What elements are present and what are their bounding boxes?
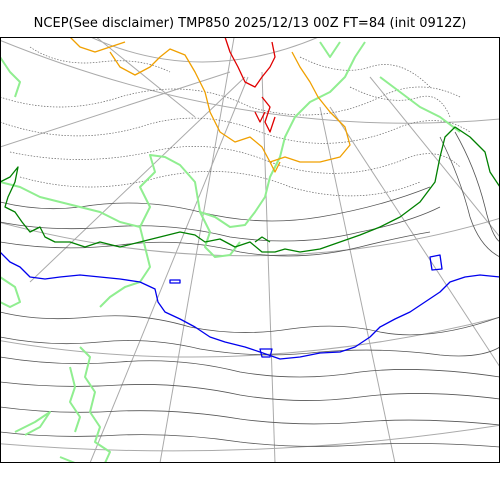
contour-lightgreen <box>69 366 81 433</box>
contour-lightgreen <box>0 41 366 228</box>
contour-lightgreen <box>0 56 21 98</box>
latitude-line <box>0 217 500 257</box>
temperature-map <box>0 37 500 463</box>
isotherm-dotted <box>0 86 461 116</box>
isotherm-dotted <box>299 56 431 88</box>
contour-blue <box>0 251 500 360</box>
contour-blue <box>169 279 181 284</box>
longitude-lines <box>0 37 500 463</box>
isotherm-dotted <box>0 117 471 144</box>
isotherm-solid <box>0 336 500 357</box>
latitude-line <box>89 37 320 63</box>
isotherm-solid <box>454 131 500 243</box>
longitude-line <box>261 71 276 463</box>
contour-orange <box>269 161 281 173</box>
contour-lightgreen <box>14 411 51 436</box>
longitude-line <box>95 37 196 118</box>
contour-orange <box>109 48 351 163</box>
lightgreen-contours <box>0 41 461 463</box>
latitude-lines <box>0 37 500 452</box>
contour-red <box>224 37 276 88</box>
isotherm-solid <box>0 356 500 378</box>
longitude-line <box>329 106 500 368</box>
isotherm-solid <box>0 311 500 336</box>
contour-lightgreen <box>379 76 461 133</box>
red-contours <box>224 37 276 133</box>
dotted-isotherms <box>0 46 471 197</box>
isotherm-solid <box>0 381 500 401</box>
contour-blue <box>259 348 273 358</box>
isotherm-dotted <box>9 146 461 174</box>
blue-contours <box>0 251 500 360</box>
isotherm-solid <box>0 206 441 242</box>
isotherm-dotted <box>19 171 421 197</box>
contour-lightgreen <box>0 276 21 308</box>
latitude-line <box>0 316 500 358</box>
isotherm-solid <box>0 231 431 257</box>
map-border <box>0 37 500 463</box>
longitude-line <box>319 106 396 463</box>
contour-green <box>0 126 500 253</box>
contour-green <box>254 236 271 243</box>
longitude-line <box>29 76 246 283</box>
longitude-line <box>369 76 500 238</box>
contour-red <box>254 111 266 123</box>
contour-lightgreen <box>319 41 341 58</box>
contour-lightgreen <box>79 346 111 463</box>
latitude-line <box>0 424 500 452</box>
contour-lightgreen <box>99 226 151 308</box>
longitude-line <box>89 76 249 463</box>
isotherm-solid <box>0 431 500 448</box>
isotherm-solid <box>0 406 500 426</box>
longitude-line <box>159 37 235 463</box>
orange-contours <box>69 37 351 173</box>
map-title: NCEP(See disclaimer) TMP850 2025/12/13 0… <box>33 16 467 31</box>
latitude-line <box>0 39 500 124</box>
longitude-line <box>0 71 231 148</box>
green-contours <box>0 126 500 253</box>
contour-orange <box>69 37 126 53</box>
contour-lightgreen <box>199 211 241 258</box>
isotherm-dotted <box>349 86 451 118</box>
solid-isotherms <box>0 131 500 448</box>
isotherm-dotted <box>29 46 171 73</box>
contour-blue <box>429 254 443 271</box>
isotherm-solid <box>439 136 500 258</box>
contour-red <box>261 96 276 133</box>
